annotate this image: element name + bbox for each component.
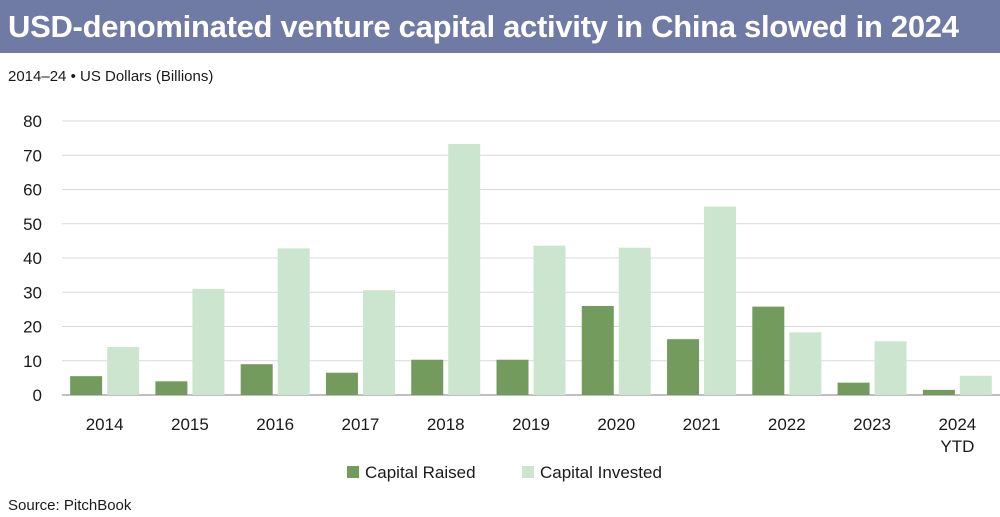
bar-capital-invested-4 <box>448 143 481 395</box>
bar-capital-invested-9 <box>874 341 907 395</box>
x-tick-label: 2015 <box>171 415 209 434</box>
bar-capital-raised-6 <box>581 305 614 395</box>
x-tick-label: 2017 <box>342 415 380 434</box>
y-tick-label: 50 <box>23 215 42 234</box>
legend-swatch-1 <box>522 466 534 478</box>
x-tick-label: 2014 <box>86 415 124 434</box>
y-tick-label: 20 <box>23 318 42 337</box>
bar-capital-raised-10 <box>922 389 955 395</box>
bar-capital-raised-0 <box>70 376 103 395</box>
legend-swatch-0 <box>347 466 359 478</box>
chart-title: USD-denominated venture capital activity… <box>8 8 959 44</box>
bar-capital-raised-4 <box>411 359 444 395</box>
bar-capital-raised-3 <box>325 372 358 395</box>
bar-capital-invested-7 <box>704 206 737 395</box>
bar-capital-invested-1 <box>192 288 225 395</box>
bar-capital-raised-2 <box>240 364 273 395</box>
y-tick-label: 60 <box>23 181 42 200</box>
x-tick-label: 2024 YTD <box>938 415 976 456</box>
bar-capital-raised-7 <box>667 339 700 395</box>
x-tick-label: 2020 <box>597 415 635 434</box>
y-tick-label: 10 <box>23 352 42 371</box>
bar-capital-invested-6 <box>618 247 651 395</box>
bars <box>70 143 992 395</box>
legend-label-0: Capital Raised <box>365 463 476 482</box>
y-tick-label: 70 <box>23 146 42 165</box>
source-note: Source: PitchBook <box>8 497 132 514</box>
y-tick-label: 0 <box>33 386 42 405</box>
bar-capital-invested-10 <box>959 375 992 395</box>
title-bar: USD-denominated venture capital activity… <box>0 0 1000 53</box>
bar-capital-raised-8 <box>752 306 785 395</box>
bar-capital-invested-0 <box>107 347 140 395</box>
bar-capital-invested-5 <box>533 245 566 395</box>
x-tick-label: 2019 <box>512 415 550 434</box>
bar-capital-invested-2 <box>277 248 310 395</box>
bar-capital-raised-1 <box>155 381 188 395</box>
x-tick-label: 2018 <box>427 415 465 434</box>
x-tick-label: 2021 <box>683 415 721 434</box>
legend-label-1: Capital Invested <box>540 463 662 482</box>
x-tick-label: 2022 <box>768 415 806 434</box>
legend: Capital Raised Capital Invested <box>347 463 662 482</box>
x-tick-label: 2023 <box>853 415 891 434</box>
y-axis-ticks: 0 10 20 30 40 50 60 70 80 <box>23 112 42 405</box>
bar-capital-invested-8 <box>789 332 822 395</box>
y-tick-label: 40 <box>23 249 42 268</box>
bar-capital-raised-9 <box>837 382 870 395</box>
x-axis-ticks: 2014 2015 2016 2017 2018 2019 2020 2021 2022 2023… <box>86 415 977 456</box>
bar-capital-invested-3 <box>362 290 395 395</box>
y-tick-label: 30 <box>23 283 42 302</box>
x-tick-label: 2016 <box>256 415 294 434</box>
y-tick-label: 80 <box>23 112 42 131</box>
bar-capital-raised-5 <box>496 359 529 395</box>
chart-subtitle: 2014–24 • US Dollars (Billions) <box>8 68 214 85</box>
